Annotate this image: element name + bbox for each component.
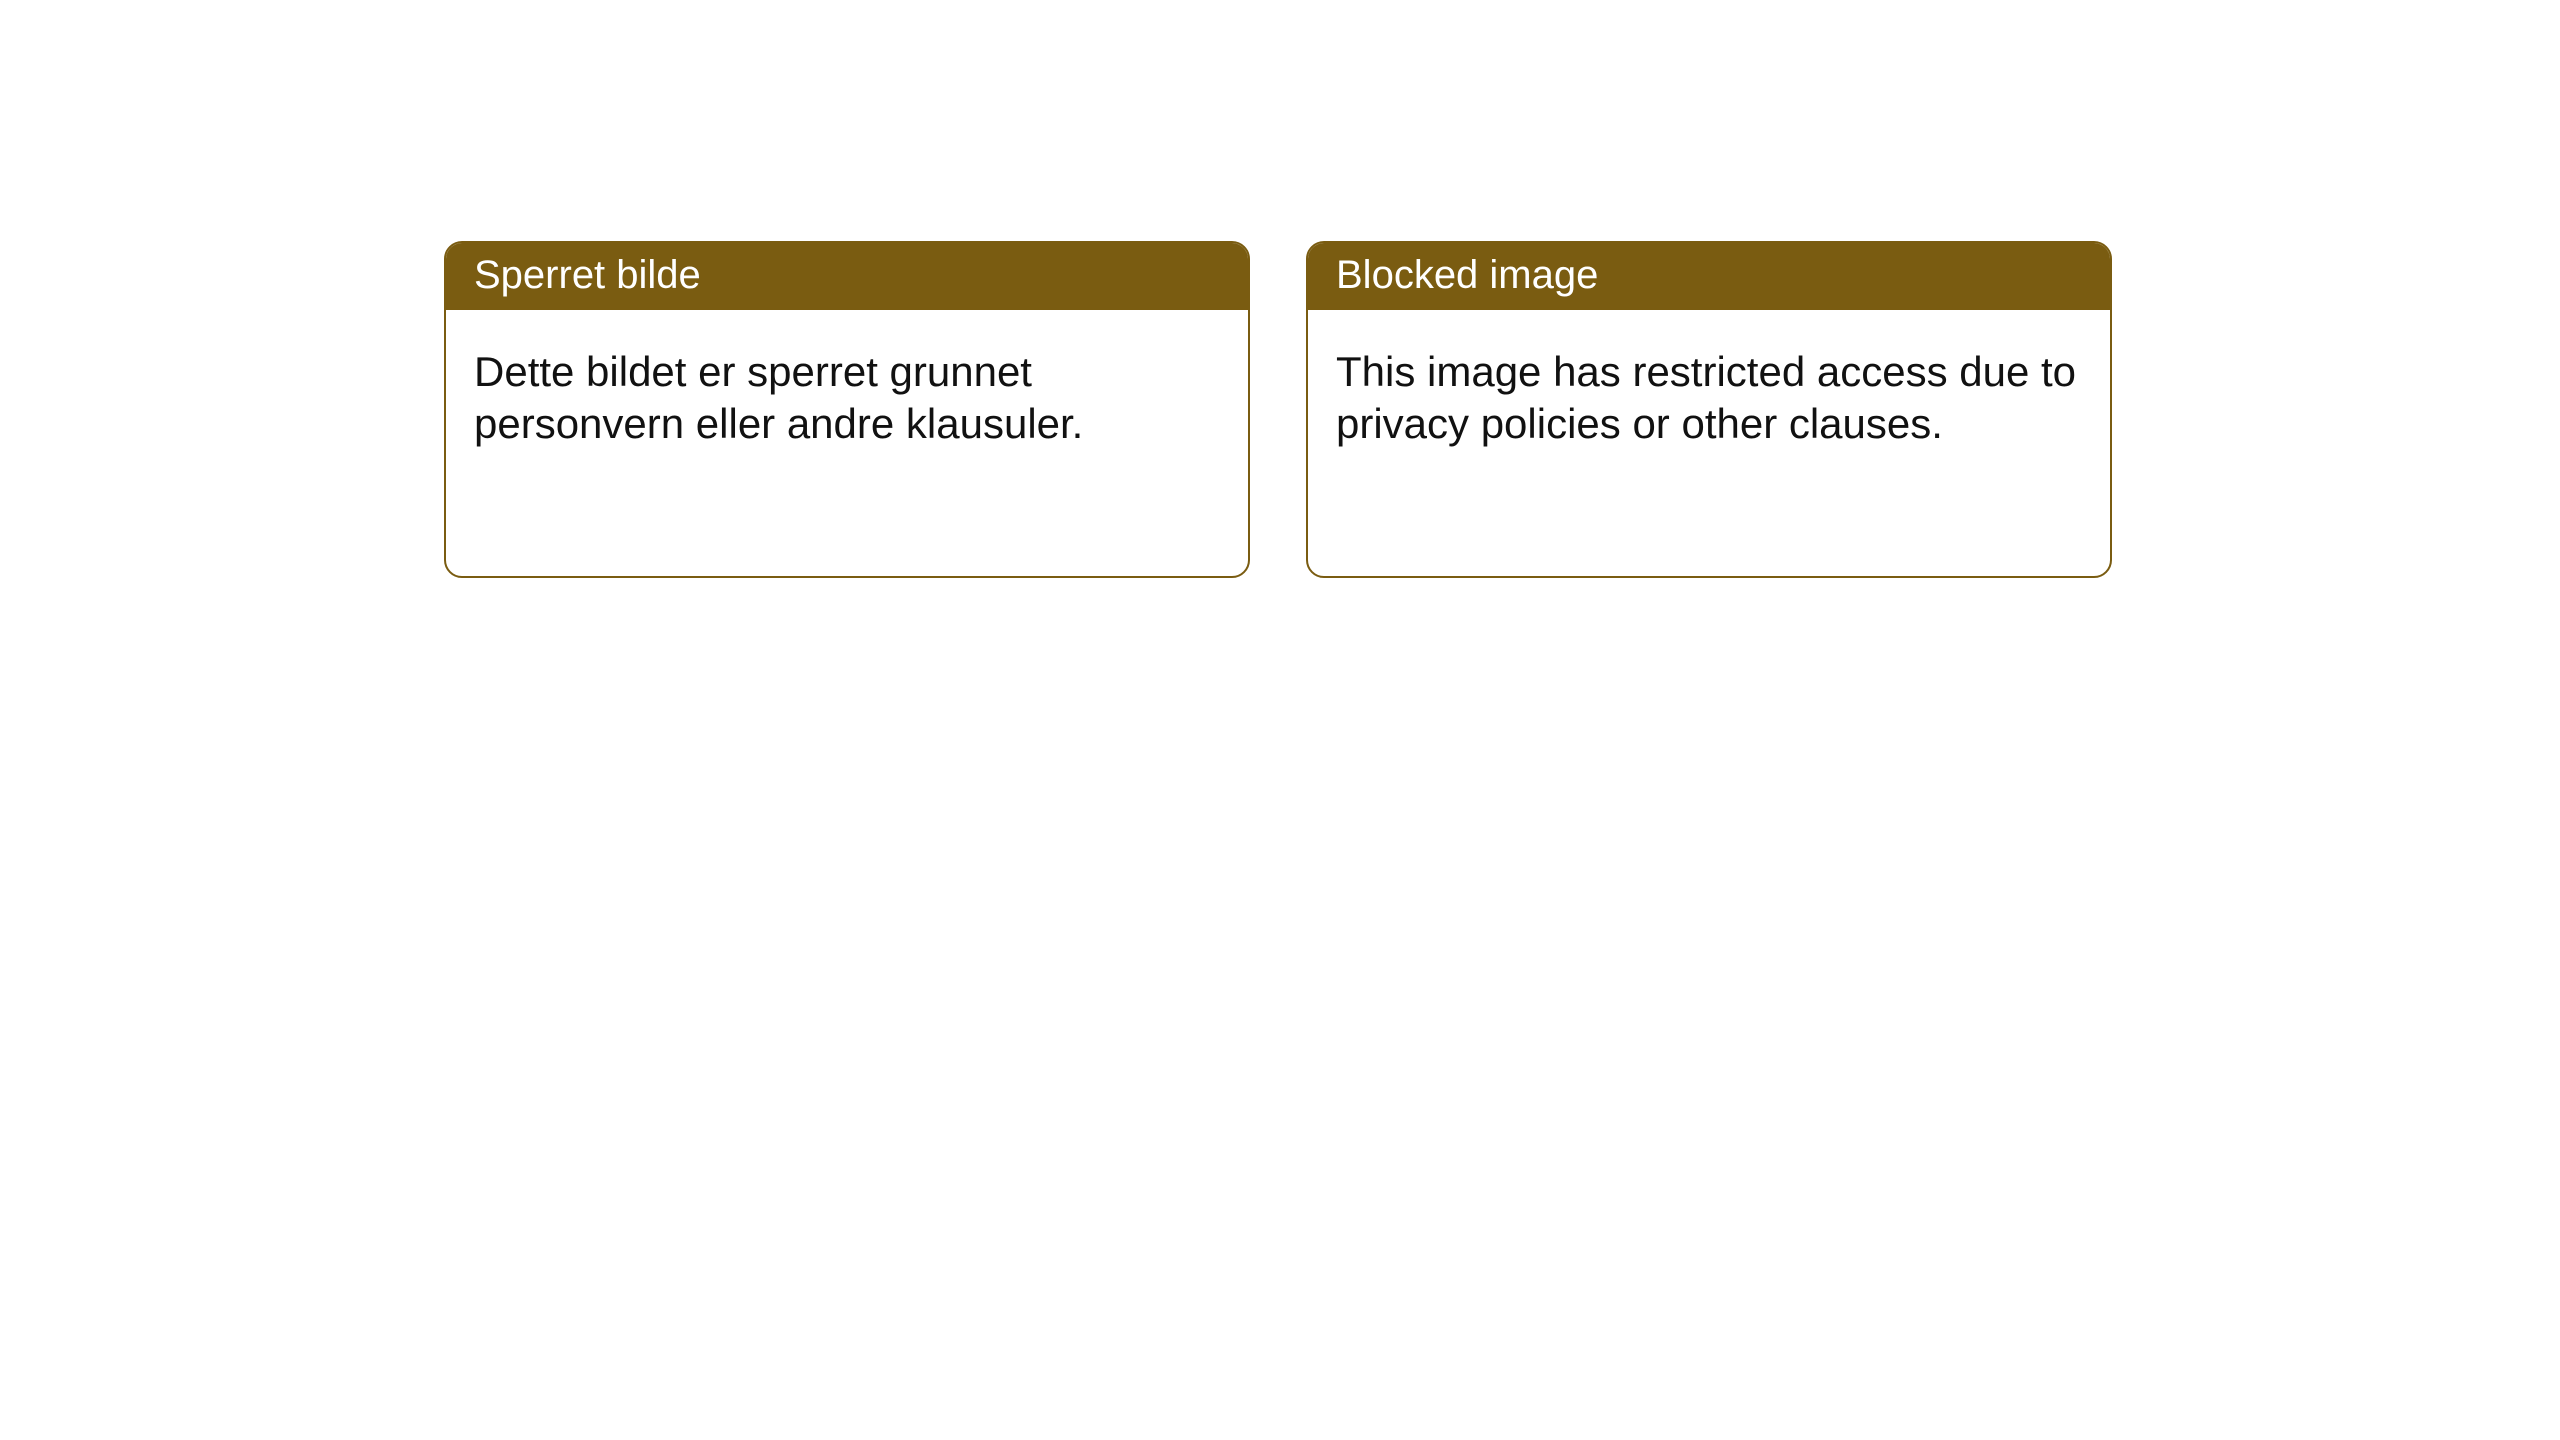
notice-card-norwegian: Sperret bilde Dette bildet er sperret gr… [444, 241, 1250, 578]
card-body-text: Dette bildet er sperret grunnet personve… [446, 310, 1248, 478]
notice-card-container: Sperret bilde Dette bildet er sperret gr… [0, 0, 2560, 578]
card-title: Blocked image [1308, 243, 2110, 310]
card-title: Sperret bilde [446, 243, 1248, 310]
card-body-text: This image has restricted access due to … [1308, 310, 2110, 478]
notice-card-english: Blocked image This image has restricted … [1306, 241, 2112, 578]
